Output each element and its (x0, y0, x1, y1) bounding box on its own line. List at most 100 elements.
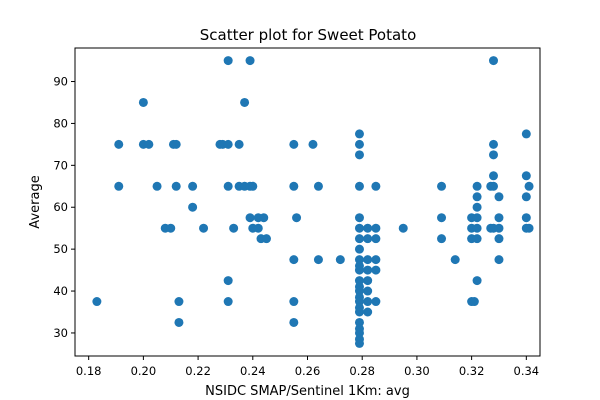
data-point (450, 255, 460, 265)
data-point (472, 181, 482, 191)
data-point (308, 139, 318, 149)
data-point (171, 139, 181, 149)
data-point (363, 297, 373, 307)
data-point (489, 181, 498, 191)
data-point (152, 181, 162, 191)
chart-title: Scatter plot for Sweet Potato (200, 26, 417, 44)
y-axis-ticks: 30 40 50 60 70 80 90 (53, 75, 75, 340)
data-point (92, 297, 102, 307)
x-axis-ticks: 0.18 0.20 0.22 0.24 0.26 0.28 0.30 0.32 0.34 (76, 356, 539, 378)
data-point (494, 223, 504, 233)
y-tick-label: 30 (53, 326, 68, 340)
data-point (259, 213, 269, 223)
data-point (245, 213, 255, 223)
data-point (472, 276, 482, 286)
data-point (354, 181, 364, 191)
data-point (354, 317, 364, 327)
data-point (199, 223, 209, 233)
x-tick-label: 0.26 (295, 364, 321, 378)
x-tick-label: 0.30 (404, 364, 430, 378)
data-point (223, 181, 233, 191)
data-point (354, 255, 364, 265)
data-point (371, 255, 381, 265)
data-point (171, 181, 181, 191)
x-tick-label: 0.34 (514, 364, 540, 378)
data-point (354, 307, 364, 317)
data-point (223, 276, 233, 286)
data-point (363, 286, 373, 296)
data-point (335, 255, 345, 265)
data-point (354, 139, 364, 149)
data-point (494, 255, 504, 265)
y-tick-label: 80 (53, 116, 68, 130)
data-point (292, 213, 302, 223)
data-point (494, 213, 504, 223)
data-point (248, 181, 258, 191)
data-point (437, 213, 447, 223)
data-point (289, 139, 299, 149)
data-point (174, 297, 184, 307)
data-point (472, 213, 482, 223)
data-point (188, 202, 198, 212)
data-point (521, 129, 531, 139)
data-point (472, 192, 482, 202)
data-point (261, 234, 271, 244)
data-point (363, 223, 373, 233)
data-point (354, 265, 364, 275)
data-point (354, 150, 364, 160)
y-axis-label: Average (28, 175, 43, 228)
data-point (363, 276, 373, 286)
data-point (371, 265, 381, 275)
data-point (524, 223, 534, 233)
data-point (489, 139, 498, 149)
data-point (472, 202, 482, 212)
data-point (489, 171, 498, 181)
data-point (354, 328, 364, 338)
data-point (363, 255, 373, 265)
data-point (489, 56, 498, 66)
data-point (289, 317, 299, 327)
x-tick-label: 0.28 (349, 364, 375, 378)
y-tick-label: 90 (53, 75, 68, 89)
data-point (371, 223, 381, 233)
plot-frame (74, 47, 541, 357)
data-point (223, 297, 233, 307)
data-point (188, 181, 198, 191)
data-point (253, 223, 263, 233)
plot-area (75, 48, 540, 356)
data-point (114, 139, 124, 149)
y-tick-label: 50 (53, 242, 68, 256)
data-point (371, 297, 381, 307)
data-point (354, 338, 364, 348)
data-point (371, 234, 381, 244)
x-tick-label: 0.32 (459, 364, 485, 378)
data-point (472, 223, 482, 233)
data-point (437, 234, 447, 244)
data-point (144, 139, 154, 149)
data-point (494, 234, 504, 244)
data-point (398, 223, 408, 233)
data-point (363, 307, 373, 317)
y-tick-label: 60 (53, 200, 68, 214)
data-point (289, 297, 299, 307)
x-tick-label: 0.24 (240, 364, 266, 378)
data-point (166, 223, 176, 233)
data-point (521, 213, 531, 223)
data-point (313, 181, 323, 191)
data-point (524, 181, 534, 191)
data-point (313, 255, 323, 265)
data-point (234, 139, 244, 149)
data-point (240, 97, 250, 107)
data-point (354, 286, 364, 296)
data-point (494, 192, 504, 202)
data-point (371, 181, 381, 191)
data-point (354, 276, 364, 286)
data-point (354, 213, 364, 223)
y-tick-label: 70 (53, 158, 68, 172)
data-point (521, 171, 531, 181)
x-tick-label: 0.20 (131, 364, 157, 378)
data-point (363, 265, 373, 275)
data-point (363, 234, 373, 244)
data-points (92, 56, 534, 348)
data-point (354, 297, 364, 307)
